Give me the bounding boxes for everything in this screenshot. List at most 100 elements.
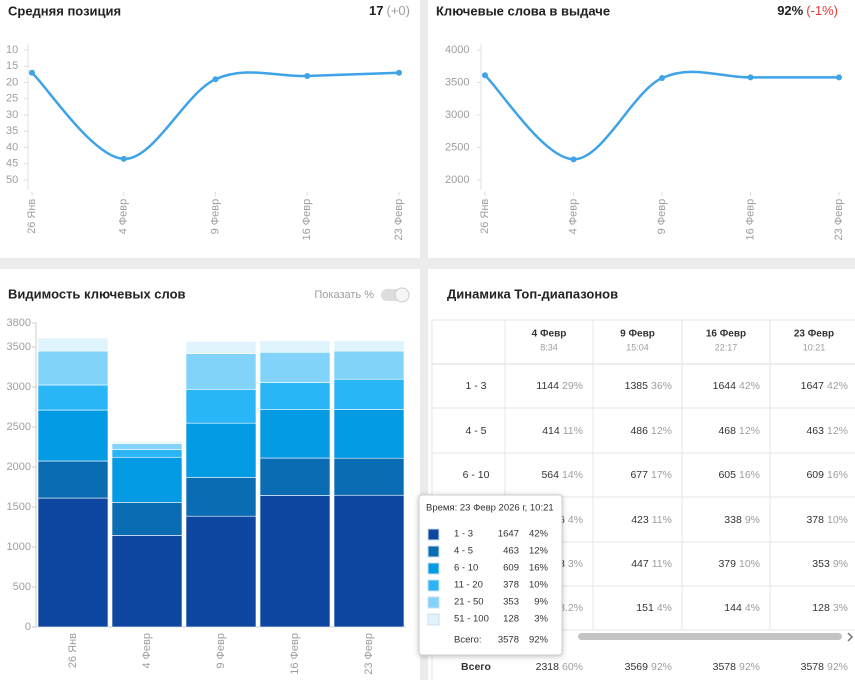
bar-segment [185,353,257,390]
cell-pct: 9% [745,514,760,526]
y-tick-label: 15 [6,60,18,72]
cell: 609 16% [806,469,848,481]
cell-value: 609 [806,469,824,481]
tooltip-swatch [427,545,440,558]
cell-pct: 92% [827,661,848,673]
cell-value: 468 [718,425,736,437]
panel [0,0,420,258]
cell-pct: 42% [827,380,848,392]
headline-change: (+0) [387,3,410,18]
cell: 338 9% [724,514,760,526]
cell-value: 677 [630,469,648,481]
point [570,156,577,163]
cell: 151 4% [636,602,672,614]
column-time: 15:04 [626,342,649,352]
cell-pct: 4% [745,602,760,614]
cell-value: 144 [724,602,742,614]
bar-segment [111,449,183,458]
bar-segment [185,341,257,354]
y-tick-label: 2500 [7,421,31,433]
cell: 414 11% [542,425,583,437]
y-tick-label: 10 [6,44,18,56]
bar-segment [333,409,405,459]
cell-value: 3578 [801,661,825,673]
cell: 1144 29% [536,380,583,392]
cell-value: 151 [636,602,654,614]
cell-value: 353 [812,558,830,570]
cell: 605 16% [718,469,760,481]
bar-segment [333,494,405,628]
x-tick-label: 26 Янв [26,199,38,234]
tooltip-time: Время: 23 Февр 2026 г, 10:21 [426,503,554,514]
x-tick-label: 9 Февр [215,633,227,669]
x-tick-label: 23 Февр [363,633,375,675]
cell-value: 447 [631,558,649,570]
cell: 463 12% [806,425,848,437]
bar-segment [333,350,405,380]
cell-value: 1644 [713,380,737,392]
cell-value: 3578 [713,661,737,673]
line [484,70,840,161]
bar-segment [333,340,405,352]
y-tick-label: 3800 [7,317,31,329]
bar-segment [37,460,109,499]
cell-pct: 29% [562,380,583,392]
bar-segment [185,389,257,424]
tooltip-label: 4 - 5 [454,546,473,557]
tooltip-value: 353 [503,597,519,608]
point [747,74,754,81]
tooltip-swatch [427,596,440,609]
x-tick-label: 4 Февр [118,199,130,235]
y-tick-label: 35 [6,125,18,137]
cell-value: 1144 [536,380,559,392]
panel [428,0,855,258]
cell: 1644 42% [713,380,760,392]
column-date: 23 Февр [794,329,834,340]
cell-pct: 4% [568,514,583,526]
cell-value: 378 [806,514,824,526]
cell-value: 3569 [625,661,649,673]
tooltip-label: 6 - 10 [454,563,478,574]
point [659,75,665,82]
scrollbar[interactable] [578,633,842,640]
cell-value: 2318 [536,661,560,673]
row-label: 4 - 5 [465,425,486,437]
cell: 564 14% [541,469,583,481]
tooltip-value: 609 [503,563,519,574]
cell-pct: 42% [739,380,760,392]
cell: 378 10% [806,514,848,526]
x-tick-label: 16 Февр [289,633,301,675]
headline-value: 17 [369,3,383,18]
bar-segment [37,337,109,352]
divider [420,0,428,680]
tooltip-label: 51 - 100 [454,614,489,625]
x-tick-label: 26 Янв [67,633,79,668]
cell-pct: 3% [568,558,583,570]
cell: 3569 92% [625,661,672,673]
cell: 486 12% [630,425,672,437]
cell-pct: 12% [651,425,672,437]
bar-segment [37,384,109,411]
y-tick-label: 1500 [7,501,31,513]
tooltip-pct: 10% [529,580,549,591]
row-label: Всего [461,661,491,673]
tooltip-pct: 42% [529,529,549,540]
y-tick-label: 45 [6,158,18,170]
cell: 3578 92% [713,661,760,673]
headline-change: (-1%) [806,3,838,18]
y-tick-label: 30 [6,109,18,121]
x-tick-label: 26 Янв [479,199,491,234]
column-time: 22:17 [715,342,738,352]
y-tick-label: 2000 [7,461,31,473]
cell: 2318 60% [536,661,583,673]
headline: 92% (-1%) [777,3,838,18]
table-title: Динамика Топ-диапазонов [447,286,618,301]
cell-value: 414 [542,425,560,437]
cell-pct: 16% [827,469,848,481]
y-tick-label: 3000 [445,109,469,121]
cell-pct: 17% [651,469,672,481]
cell-pct: 3.2% [559,602,583,614]
bar-segment [333,378,405,410]
